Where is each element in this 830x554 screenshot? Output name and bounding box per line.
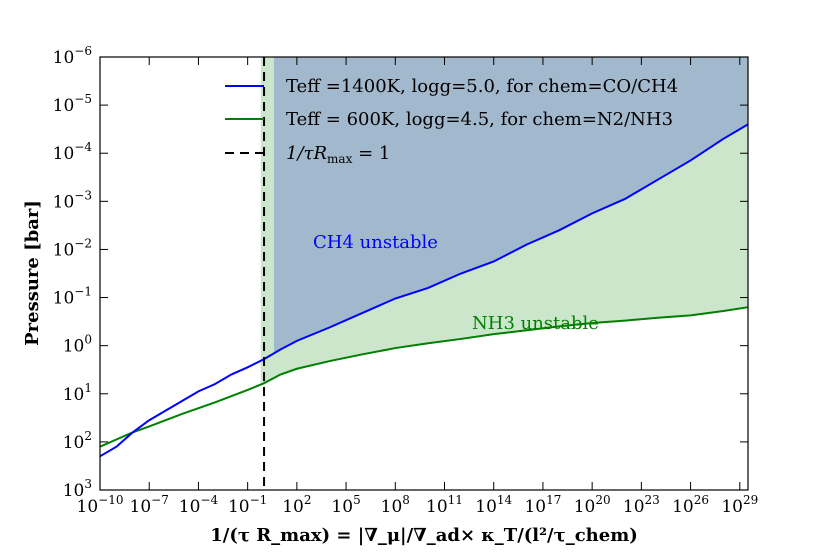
y-tick-exp: 2	[84, 429, 92, 443]
legend-dashed-suffix: = 1	[352, 143, 390, 164]
x-tick-label: 10−1	[228, 493, 267, 517]
x-tick-label: 1011	[426, 493, 463, 517]
y-axis-label: Pressure [bar]	[22, 200, 43, 346]
legend-label-blue: Teff =1400K, logg=5.0, for chem=CO/CH4	[286, 76, 678, 97]
legend-dashed-sub: max	[327, 152, 353, 166]
y-tick-exp: 0	[84, 333, 92, 347]
x-tick-base: 10	[524, 497, 546, 517]
y-tick-base: 10	[53, 192, 75, 212]
x-tick-label: 1026	[672, 493, 709, 517]
y-tick-base: 10	[53, 48, 75, 68]
y-tick-exp: 1	[84, 381, 92, 395]
legend-label-green: Teff = 600K, logg=4.5, for chem=N2/NH3	[286, 109, 673, 130]
y-tick-exp: −3	[74, 188, 92, 202]
x-tick-label: 10−7	[130, 493, 169, 517]
x-tick-exp: −4	[200, 493, 218, 507]
y-tick-exp: −1	[74, 285, 92, 299]
x-tick-base: 10	[475, 497, 497, 517]
y-tick-label: 102	[63, 429, 92, 453]
x-tick-base: 10	[179, 497, 201, 517]
x-tick-label: 1023	[623, 493, 660, 517]
y-tick-base: 10	[53, 289, 75, 309]
y-tick-exp: 3	[84, 477, 92, 491]
series-line-co-ch4	[99, 123, 749, 458]
x-tick-exp: 14	[497, 493, 513, 507]
x-tick-exp: 23	[645, 493, 660, 507]
x-tick-base: 10	[282, 497, 304, 517]
x-tick-base: 10	[426, 497, 448, 517]
y-tick-label: 10−5	[53, 92, 92, 116]
y-tick-base: 10	[63, 385, 85, 405]
region-label-ch4: CH4 unstable	[313, 232, 438, 253]
legend-label-dashed: 1/τRmax = 1	[286, 143, 390, 166]
legend-dashed-main: 1/τR	[286, 143, 327, 164]
x-tick-exp: 11	[448, 493, 463, 507]
x-tick-label: 1017	[524, 493, 561, 517]
y-tick-base: 10	[53, 96, 75, 116]
y-tick-exp: −4	[74, 140, 92, 154]
x-tick-base: 10	[721, 497, 743, 517]
x-tick-base: 10	[228, 497, 250, 517]
y-tick-label: 100	[63, 333, 92, 357]
x-tick-base: 10	[623, 497, 645, 517]
series-line-n2-nh3	[99, 306, 749, 448]
y-tick-label: 10−2	[53, 236, 92, 260]
x-tick-label: 1014	[475, 493, 512, 517]
y-tick-label: 101	[63, 381, 92, 405]
x-tick-label: 10−10	[77, 493, 124, 517]
x-tick-exp: −7	[151, 493, 169, 507]
x-tick-exp: 26	[694, 493, 709, 507]
y-tick-label: 103	[63, 477, 92, 501]
x-tick-exp: 17	[546, 493, 561, 507]
x-tick-base: 10	[574, 497, 596, 517]
y-tick-base: 10	[53, 240, 75, 260]
x-tick-label: 1029	[721, 493, 758, 517]
x-tick-base: 10	[130, 497, 152, 517]
x-tick-label: 108	[381, 493, 410, 517]
x-tick-exp: −1	[250, 493, 268, 507]
x-tick-label: 105	[331, 493, 360, 517]
x-tick-exp: −10	[98, 493, 123, 507]
y-tick-exp: −5	[74, 92, 92, 106]
y-tick-label: 10−3	[53, 188, 92, 212]
unstable-regions	[260, 57, 748, 385]
x-tick-exp: 29	[743, 493, 758, 507]
y-tick-label: 10−4	[53, 140, 93, 164]
plot-frame	[99, 56, 749, 491]
x-tick-label: 1020	[574, 493, 611, 517]
y-tick-exp: −6	[74, 44, 92, 58]
y-tick-base: 10	[63, 337, 85, 357]
x-tick-exp: 20	[595, 493, 610, 507]
x-tick-label: 10−4	[179, 493, 219, 517]
x-axis-label: 1/(τ R_max) = |∇_μ|/∇_ad× κ_T/(l²/τ_chem…	[210, 525, 638, 546]
x-tick-label: 102	[282, 493, 311, 517]
y-tick-base: 10	[53, 144, 75, 164]
series-lines	[99, 57, 749, 490]
x-tick-exp: 8	[402, 493, 410, 507]
y-tick-exp: −2	[74, 236, 92, 250]
y-tick-base: 10	[63, 481, 85, 501]
x-tick-base: 10	[381, 497, 403, 517]
legend: Teff =1400K, logg=5.0, for chem=CO/CH4 T…	[225, 76, 678, 166]
x-tick-base: 10	[672, 497, 694, 517]
x-tick-exp: 5	[353, 493, 361, 507]
x-tick-exp: 2	[304, 493, 312, 507]
y-tick-base: 10	[63, 433, 85, 453]
axis-ticks: 10−10 10−7 10−4 10−1 102 105 108 1011 1014 1017 10…	[53, 44, 759, 517]
x-tick-base: 10	[331, 497, 353, 517]
ch4-unstable-region	[273, 57, 748, 354]
x-tick-base: 10	[77, 497, 99, 517]
y-tick-label: 10−1	[53, 285, 92, 309]
y-tick-label: 10−6	[53, 44, 92, 68]
region-label-nh3: NH3 unstable	[472, 313, 599, 334]
